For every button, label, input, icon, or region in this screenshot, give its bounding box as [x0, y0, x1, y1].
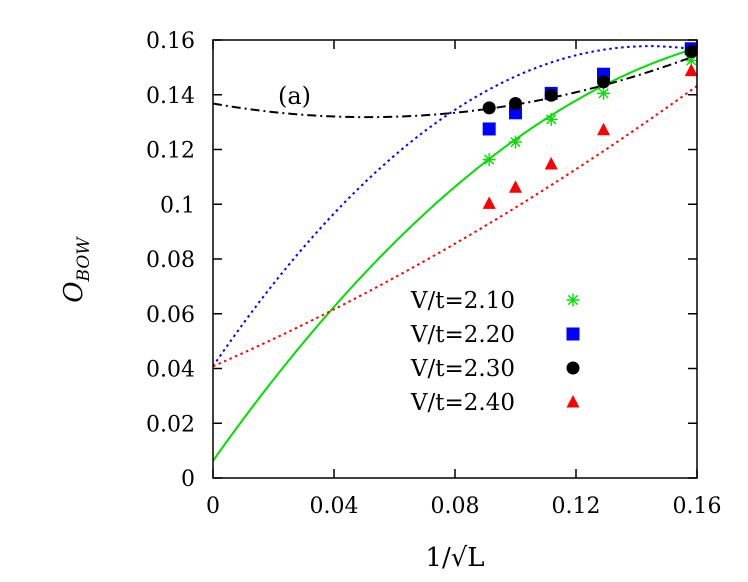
- fit-curve-1: [213, 47, 697, 462]
- series-4-point-2: [509, 180, 522, 193]
- series-3-point-3: [544, 88, 558, 102]
- fit-curve-4: [213, 85, 697, 368]
- y-tick-label-3: 0.04: [146, 358, 195, 383]
- y-tick-label-4: 0.06: [146, 303, 195, 328]
- x-tick-label-3: 0.08: [431, 494, 480, 519]
- y-axis-title-sub: BOW: [74, 236, 94, 283]
- legend-marker-4: [566, 395, 580, 408]
- legend-label-4: V/t=2.40: [410, 390, 515, 416]
- series-4-point-4: [597, 122, 611, 136]
- series-4-point-1: [482, 196, 496, 209]
- panel-label: (a): [278, 82, 311, 110]
- series-3-point-2: [509, 97, 522, 111]
- legend: V/t=2.10 V/t=2.20 V/t=2.30 V/t=2.40: [410, 288, 580, 416]
- axes-layer: 0 0.04 0.08 0.12 0.16 0 0.02 0.04 0.06 0.08 0.1 0.1…: [146, 29, 721, 519]
- series-1-point-3: [544, 112, 558, 126]
- series-3-point-4: [597, 75, 611, 89]
- y-tick-label-7: 0.12: [146, 139, 195, 164]
- legend-label-1: V/t=2.10: [410, 288, 515, 314]
- y-axis-title: OBOW: [59, 236, 94, 303]
- legend-marker-3: [566, 361, 580, 375]
- fit-curve-2: [213, 45, 697, 367]
- series-1-point-5: [684, 54, 698, 68]
- series-4-point-3: [544, 157, 558, 170]
- y-axis-title-main: O: [59, 281, 89, 302]
- series-1-point-1: [482, 153, 496, 167]
- legend-marker-2: [566, 327, 580, 341]
- legend-label-3: V/t=2.30: [410, 356, 515, 382]
- legend-marker-1: [566, 293, 580, 307]
- plot-layer: [213, 42, 698, 462]
- x-tick-label-1: 0: [206, 494, 220, 519]
- x-tick-label-2: 0.04: [310, 494, 359, 519]
- y-tick-label-6: 0.1: [160, 193, 195, 218]
- y-tick-label-8: 0.14: [146, 84, 195, 109]
- y-tick-label-9: 0.16: [146, 29, 195, 54]
- y-tick-label-5: 0.08: [146, 248, 195, 273]
- series-1-point-4: [597, 86, 611, 100]
- series-4-point-5: [684, 63, 698, 77]
- x-tick-label-4: 0.12: [552, 494, 601, 519]
- x-tick-label-5: 0.16: [673, 494, 722, 519]
- fit-curve-3: [213, 54, 697, 119]
- series-3-point-5: [684, 44, 698, 58]
- legend-label-2: V/t=2.20: [410, 322, 515, 348]
- y-tick-label-1: 0: [181, 467, 195, 492]
- y-tick-label-2: 0.02: [146, 412, 195, 437]
- series-2-point-1: [482, 122, 496, 136]
- series-1-point-2: [509, 135, 522, 149]
- series-3-point-1: [482, 101, 496, 115]
- series-2-point-2: [509, 106, 522, 120]
- x-axis-title: 1/√L: [425, 543, 484, 573]
